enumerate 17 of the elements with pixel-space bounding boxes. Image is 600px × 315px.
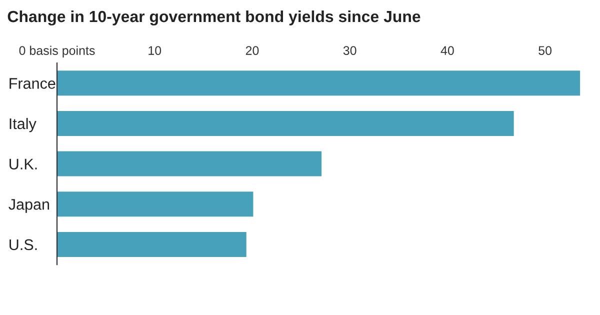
bar bbox=[57, 70, 580, 96]
x-tick-label: 0 basis points bbox=[19, 46, 95, 58]
x-tick-label: 10 bbox=[148, 46, 162, 55]
y-tick-label: France bbox=[10, 78, 56, 89]
bar bbox=[57, 232, 246, 257]
x-tick-label: 30 bbox=[343, 46, 356, 55]
bar bbox=[57, 151, 322, 176]
x-tick-label: 20 bbox=[246, 46, 259, 55]
y-tick-label: Japan bbox=[8, 199, 50, 213]
y-tick-label: Italy bbox=[10, 118, 36, 132]
x-tick-label: 50 bbox=[538, 46, 552, 55]
y-tick-label: U.K. bbox=[10, 158, 37, 170]
bar bbox=[57, 110, 514, 136]
bar bbox=[57, 192, 254, 217]
y-tick-label: U.S. bbox=[10, 239, 37, 250]
x-tick-label: 40 bbox=[440, 46, 454, 55]
chart-title: Change in 10-year government bond yields since June bbox=[8, 10, 420, 26]
